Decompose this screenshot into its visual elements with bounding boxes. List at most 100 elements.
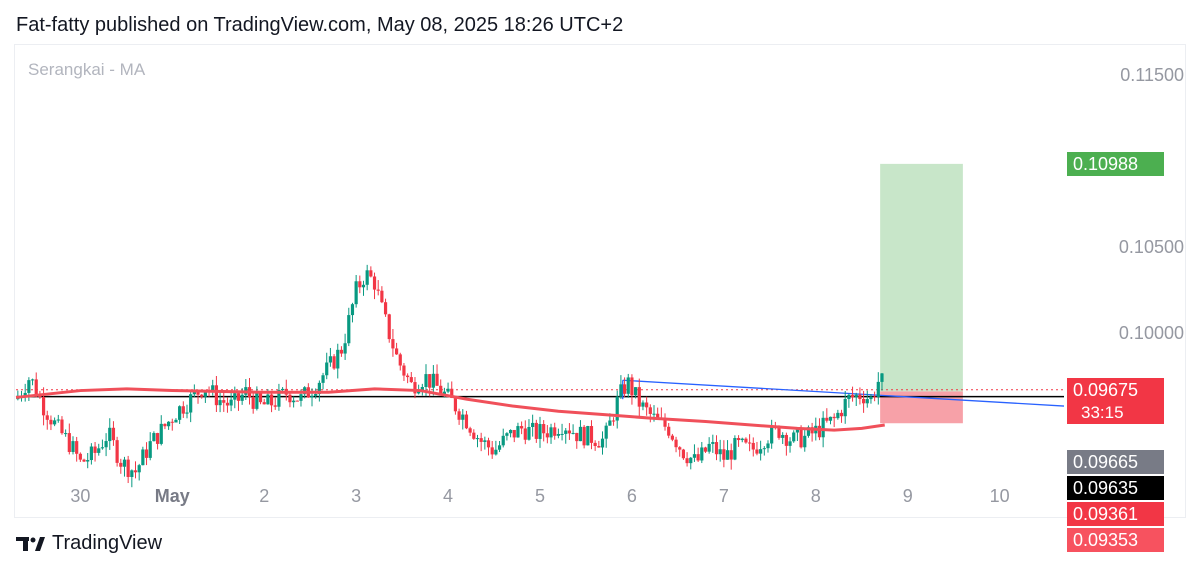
candle xyxy=(75,441,79,454)
candle xyxy=(689,457,693,464)
candle xyxy=(64,433,68,435)
candle xyxy=(317,382,321,394)
candle xyxy=(597,446,601,448)
candle xyxy=(67,433,71,452)
candle xyxy=(560,433,564,435)
candle xyxy=(222,400,226,403)
candle xyxy=(369,270,373,277)
candle xyxy=(225,402,230,406)
candle xyxy=(663,417,667,427)
candle xyxy=(111,427,116,441)
candle xyxy=(350,304,355,316)
candle xyxy=(619,384,623,397)
candle xyxy=(155,433,160,444)
candle xyxy=(479,438,483,442)
candle xyxy=(641,402,645,407)
candle xyxy=(277,390,281,407)
candle xyxy=(516,426,520,438)
candle xyxy=(159,423,163,444)
candle xyxy=(578,426,583,442)
candle xyxy=(394,348,399,355)
candle xyxy=(365,270,369,285)
candle xyxy=(439,385,443,395)
candle xyxy=(339,349,344,354)
candle xyxy=(759,449,763,454)
candle xyxy=(847,394,851,399)
candle xyxy=(736,438,741,441)
candle xyxy=(571,432,575,434)
candle xyxy=(167,421,171,427)
candle xyxy=(564,430,568,434)
trendline xyxy=(622,379,1065,407)
candle xyxy=(821,417,825,438)
candle xyxy=(137,465,141,473)
candle xyxy=(233,393,237,400)
candle xyxy=(446,388,450,392)
candle xyxy=(218,400,222,406)
candle xyxy=(185,412,189,414)
candle xyxy=(420,387,424,392)
candle xyxy=(170,421,174,423)
candle xyxy=(60,419,64,434)
candle xyxy=(586,426,590,446)
candle xyxy=(681,449,686,459)
bar-countdown: 33:15 xyxy=(1067,401,1164,424)
candle xyxy=(497,445,502,450)
x-tick-label: 5 xyxy=(534,486,546,506)
candle xyxy=(292,400,296,403)
candle xyxy=(71,441,75,452)
x-tick-label: 8 xyxy=(810,486,821,506)
position-profit-zone xyxy=(880,163,963,392)
candle xyxy=(435,373,439,386)
candle xyxy=(133,470,138,473)
candle xyxy=(189,394,193,413)
candle xyxy=(332,356,336,369)
footer-brand[interactable]: TradingView xyxy=(16,532,162,555)
candle xyxy=(86,460,90,462)
candle xyxy=(229,399,233,406)
candle xyxy=(637,387,641,407)
candle xyxy=(865,399,869,404)
candle xyxy=(453,397,458,412)
candle xyxy=(803,435,807,448)
candle xyxy=(817,425,822,438)
candle xyxy=(854,394,858,398)
candle xyxy=(347,315,351,344)
candle xyxy=(549,427,553,438)
candle xyxy=(626,377,630,394)
moving-average-line xyxy=(15,387,885,432)
candle xyxy=(100,447,105,449)
x-tick-label: 9 xyxy=(902,486,913,506)
candle xyxy=(740,438,744,441)
candle xyxy=(707,443,711,452)
candle xyxy=(119,462,123,467)
candle xyxy=(678,447,682,450)
x-tick-label: 10 xyxy=(989,486,1010,506)
candle xyxy=(828,416,833,421)
candle xyxy=(714,442,719,455)
candle xyxy=(240,394,244,401)
candle xyxy=(700,447,704,461)
candle xyxy=(788,441,792,446)
tradingview-logo-icon xyxy=(16,536,45,551)
candle xyxy=(45,415,49,420)
chart-frame[interactable] xyxy=(14,44,1186,518)
candle xyxy=(696,454,700,461)
candle xyxy=(608,420,612,426)
candle xyxy=(600,438,605,448)
candle xyxy=(531,422,535,428)
candle xyxy=(122,459,127,467)
candle xyxy=(876,381,880,397)
candle xyxy=(30,379,35,381)
candle xyxy=(748,442,752,444)
candle xyxy=(615,396,619,421)
candle xyxy=(200,394,204,397)
candle xyxy=(464,414,469,429)
candle xyxy=(553,427,557,436)
candle xyxy=(725,450,730,460)
candle xyxy=(792,432,796,442)
candle xyxy=(310,395,314,398)
candle xyxy=(450,388,454,398)
candle xyxy=(505,433,509,436)
